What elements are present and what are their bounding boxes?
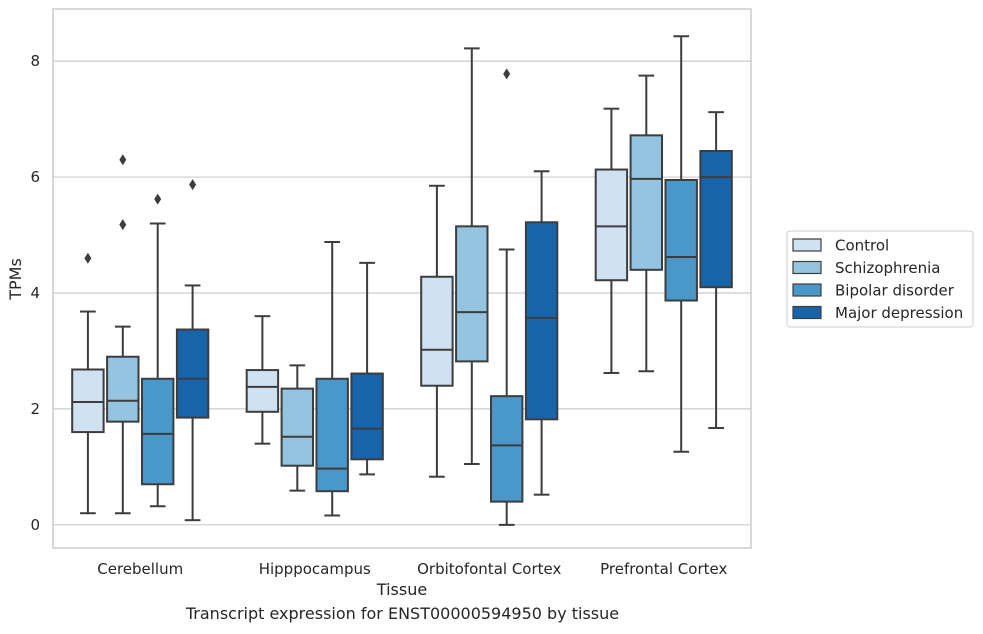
box-3-1	[629, 74, 664, 373]
box-3-3	[699, 111, 733, 430]
box-body	[140, 377, 175, 486]
figure-caption: Transcript expression for ENST0000059495…	[185, 604, 620, 623]
box-3-2	[664, 35, 698, 453]
outlier-point	[189, 179, 197, 191]
box-body	[106, 355, 140, 423]
box-body	[280, 387, 315, 467]
box-body	[175, 328, 210, 419]
box-0-3	[175, 179, 210, 522]
box-body	[245, 369, 280, 413]
outlier-point	[119, 219, 127, 231]
outlier-point	[84, 252, 92, 264]
box-body	[71, 368, 105, 434]
box-body	[315, 377, 349, 493]
legend-frame	[786, 230, 974, 328]
y-tick-label: 8	[30, 52, 40, 70]
y-tick-label: 4	[30, 284, 40, 302]
box-2-2	[489, 68, 524, 526]
box-0-2	[140, 193, 175, 508]
box-2-0	[420, 184, 454, 478]
y-tick-labels: 0 2 4 6 8	[30, 52, 40, 534]
box-body	[699, 149, 733, 289]
box-0-1	[106, 154, 140, 515]
x-tick-labels: Cerebellum Hipppocampus Orbitofontal Corte…	[97, 560, 727, 578]
box-2-3	[524, 170, 559, 496]
y-axis-label: TPMs	[6, 258, 25, 301]
box-1-0	[245, 315, 280, 445]
box-1-2	[315, 240, 349, 517]
box-0-0	[71, 252, 105, 515]
legend-swatch	[792, 238, 822, 252]
box-body	[524, 221, 559, 421]
box-body	[629, 134, 664, 271]
box-1-1	[280, 364, 315, 492]
box-body	[455, 225, 489, 363]
x-tick-label: Cerebellum	[97, 560, 183, 578]
y-tick-label: 2	[30, 400, 40, 418]
box-body	[489, 395, 524, 503]
legend-label: Control	[835, 237, 889, 255]
x-tick-label: Prefrontal Cortex	[600, 560, 727, 578]
legend-label: Major depression	[835, 304, 963, 322]
y-tick-label: 6	[30, 168, 40, 186]
outlier-point	[119, 154, 127, 166]
legend-label: Bipolar disorder	[835, 282, 955, 300]
boxes-layer	[71, 35, 733, 526]
x-axis-label: Tissue	[376, 580, 427, 599]
box-body	[350, 372, 384, 461]
outlier-point	[503, 68, 511, 80]
legend: Control Schizophrenia Bipolar disorder Majo…	[786, 230, 974, 328]
box-body	[594, 168, 629, 282]
box-2-1	[455, 47, 489, 465]
box-body	[664, 178, 698, 302]
box-1-3	[350, 261, 384, 476]
x-tick-label: Hipppocampus	[259, 560, 371, 578]
legend-swatch	[792, 260, 822, 275]
outlier-point	[154, 193, 162, 205]
box-body	[420, 275, 454, 387]
y-tick-label: 0	[30, 516, 40, 534]
legend-label: Schizophrenia	[835, 259, 940, 277]
legend-swatch	[792, 305, 822, 320]
box-3-0	[594, 107, 629, 374]
plot-frame	[52, 8, 752, 549]
legend-swatch	[792, 283, 822, 297]
x-tick-label: Orbitofontal Cortex	[417, 560, 561, 578]
